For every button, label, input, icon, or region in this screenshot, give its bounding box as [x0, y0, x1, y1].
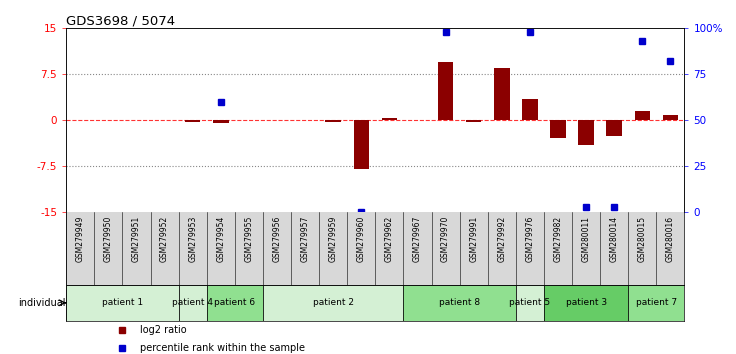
Bar — [438, 62, 453, 120]
Bar — [325, 120, 341, 122]
Text: GSM279992: GSM279992 — [498, 216, 506, 262]
Text: GSM279982: GSM279982 — [553, 216, 562, 262]
Text: GSM279967: GSM279967 — [413, 216, 422, 262]
Bar — [213, 120, 228, 124]
Text: patient 1: patient 1 — [102, 298, 143, 307]
Bar — [466, 120, 481, 121]
Text: GSM279976: GSM279976 — [526, 216, 534, 262]
Bar — [551, 120, 566, 138]
Text: patient 6: patient 6 — [214, 298, 255, 307]
Text: GSM280011: GSM280011 — [581, 216, 590, 262]
Text: percentile rank within the sample: percentile rank within the sample — [141, 343, 305, 353]
Text: GSM280015: GSM280015 — [638, 216, 647, 262]
Bar — [382, 118, 397, 120]
Bar — [523, 99, 537, 120]
Text: GSM279950: GSM279950 — [104, 216, 113, 262]
Bar — [66, 285, 179, 321]
Bar — [185, 120, 200, 122]
Text: patient 8: patient 8 — [439, 298, 480, 307]
Text: GSM279952: GSM279952 — [160, 216, 169, 262]
Text: GSM279954: GSM279954 — [216, 216, 225, 262]
Bar — [494, 68, 509, 120]
Text: patient 3: patient 3 — [565, 298, 606, 307]
Text: patient 7: patient 7 — [636, 298, 677, 307]
Bar — [634, 111, 650, 120]
Bar — [606, 120, 622, 136]
Bar — [263, 285, 403, 321]
Bar — [207, 285, 263, 321]
Bar — [629, 285, 684, 321]
Text: GSM279959: GSM279959 — [329, 216, 338, 262]
Text: GSM279970: GSM279970 — [441, 216, 450, 262]
Bar — [353, 120, 369, 170]
Bar — [578, 120, 594, 145]
Text: GSM279960: GSM279960 — [357, 216, 366, 262]
Text: GSM280014: GSM280014 — [609, 216, 619, 262]
Text: GSM279962: GSM279962 — [385, 216, 394, 262]
Text: GDS3698 / 5074: GDS3698 / 5074 — [66, 14, 175, 27]
Text: log2 ratio: log2 ratio — [141, 325, 187, 335]
Bar — [403, 285, 516, 321]
Text: GSM280016: GSM280016 — [666, 216, 675, 262]
Text: patient 5: patient 5 — [509, 298, 551, 307]
Text: GSM279953: GSM279953 — [188, 216, 197, 262]
Text: GSM279991: GSM279991 — [470, 216, 478, 262]
Text: patient 2: patient 2 — [313, 298, 354, 307]
Bar — [516, 285, 544, 321]
Bar — [544, 285, 629, 321]
Text: GSM279951: GSM279951 — [132, 216, 141, 262]
Bar — [179, 285, 207, 321]
Text: GSM279955: GSM279955 — [244, 216, 253, 262]
Text: GSM279956: GSM279956 — [272, 216, 281, 262]
Text: GSM279957: GSM279957 — [300, 216, 310, 262]
Text: patient 4: patient 4 — [172, 298, 213, 307]
Text: GSM279949: GSM279949 — [76, 216, 85, 262]
Text: individual: individual — [18, 298, 66, 308]
Bar — [662, 115, 678, 120]
